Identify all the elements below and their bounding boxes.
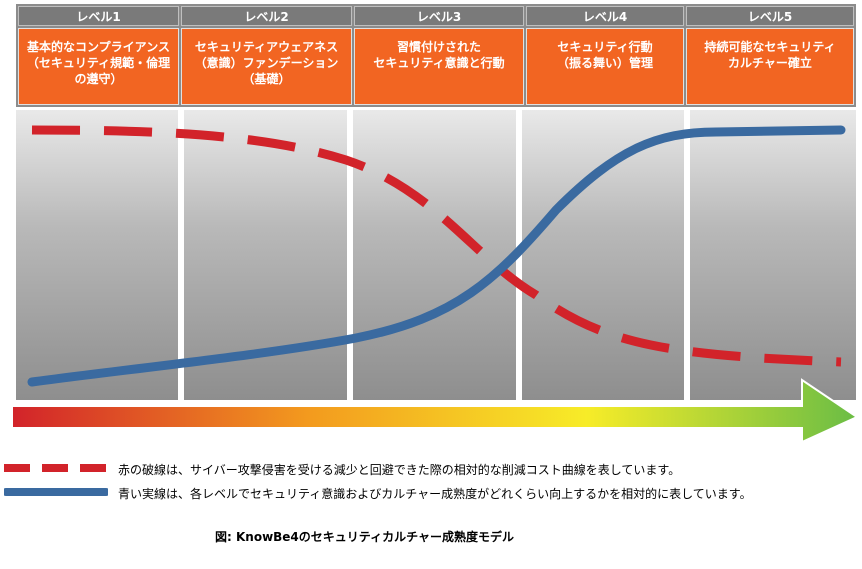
legend-red-dash-swatch [4,464,108,472]
level-header: レベル1 基本的なコンプライアンス （セキュリティ規範・倫理 の遵守） レベル2… [16,4,856,107]
progress-arrow [12,378,860,444]
level-4-column: レベル4 セキュリティ行動 （振る舞い）管理 [526,6,684,105]
level-4-description: セキュリティ行動 （振る舞い）管理 [526,28,684,105]
level-5-title: レベル5 [686,6,854,26]
level-2-description: セキュリティアウェアネス （意識）ファンデーション （基礎） [181,28,352,105]
level-3-description: 習慣付けされた セキュリティ意識と行動 [354,28,524,105]
level-2-column: レベル2 セキュリティアウェアネス （意識）ファンデーション （基礎） [181,6,352,105]
level-1-panel [16,110,178,400]
red-cost-curve [31,125,842,367]
figure-caption: 図: KnowBe4のセキュリティカルチャー成熟度モデル [215,530,514,544]
level-1-description: 基本的なコンプライアンス （セキュリティ規範・倫理 の遵守） [18,28,179,105]
level-5-description: 持続可能なセキュリティ カルチャー確立 [686,28,854,105]
legend-blue-line-swatch [4,488,108,496]
level-5-column: レベル5 持続可能なセキュリティ カルチャー確立 [686,6,854,105]
level-1-column: レベル1 基本的なコンプライアンス （セキュリティ規範・倫理 の遵守） [18,6,179,105]
level-4-title: レベル4 [526,6,684,26]
level-4-panel [522,110,684,400]
level-1-title: レベル1 [18,6,179,26]
legend-blue-text: 青い実線は、各レベルでセキュリティ意識およびカルチャー成熟度がどれくらい向上する… [118,487,752,501]
arrow-shape [12,378,860,444]
level-2-title: レベル2 [181,6,352,26]
blue-maturity-curve [27,125,846,387]
legend-red-row: 赤の破線は、サイバー攻撃侵害を受ける減少と回避できた際の相対的な削減コスト曲線を… [0,458,862,478]
legend-blue-row: 青い実線は、各レベルでセキュリティ意識およびカルチャー成熟度がどれくらい向上する… [0,482,862,502]
curves-svg [27,125,846,387]
level-3-column: レベル3 習慣付けされた セキュリティ意識と行動 [354,6,524,105]
maturity-chart [16,110,856,400]
legend-red-text: 赤の破線は、サイバー攻撃侵害を受ける減少と回避できた際の相対的な削減コスト曲線を… [118,463,681,477]
level-3-title: レベル3 [354,6,524,26]
level-3-panel [353,110,516,400]
